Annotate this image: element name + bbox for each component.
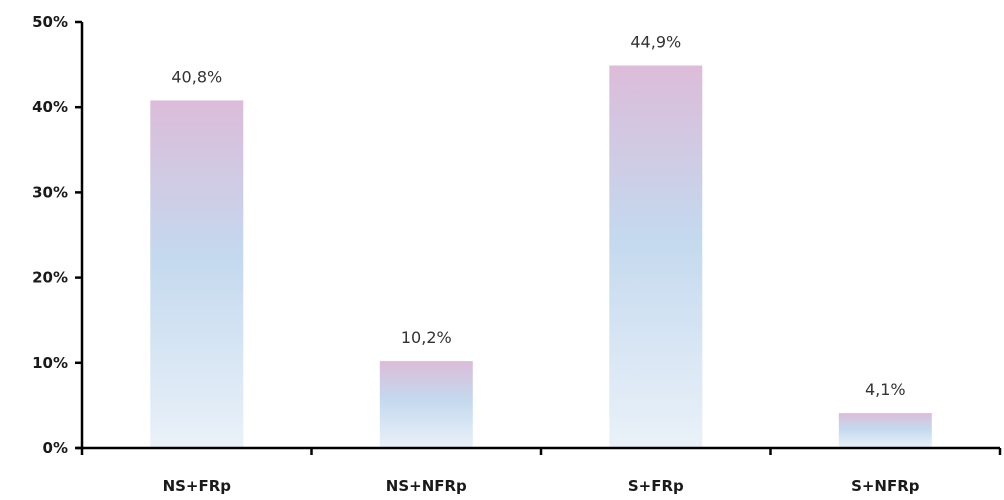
bar-s-frp — [609, 65, 703, 448]
y-tick-label: 10% — [32, 354, 68, 372]
y-tick-label: 40% — [32, 98, 68, 116]
y-tick-label: 20% — [32, 269, 68, 287]
y-tick-label: 30% — [32, 183, 68, 201]
data-label: 4,1% — [865, 380, 906, 399]
x-tick-label: S+NFRp — [851, 477, 920, 495]
bar-s-nfrp — [838, 413, 932, 448]
x-tick-label: S+FRp — [628, 477, 684, 495]
y-tick-label: 0% — [43, 439, 68, 457]
bar-ns-nfrp — [379, 361, 473, 448]
y-tick-label: 50% — [32, 13, 68, 31]
data-label: 40,8% — [171, 67, 222, 86]
data-label: 44,9% — [630, 33, 681, 52]
x-tick-label: NS+NFRp — [386, 477, 467, 495]
x-tick-label: NS+FRp — [163, 477, 232, 495]
bar-ns-frp — [150, 100, 244, 449]
data-label: 10,2% — [401, 328, 452, 347]
